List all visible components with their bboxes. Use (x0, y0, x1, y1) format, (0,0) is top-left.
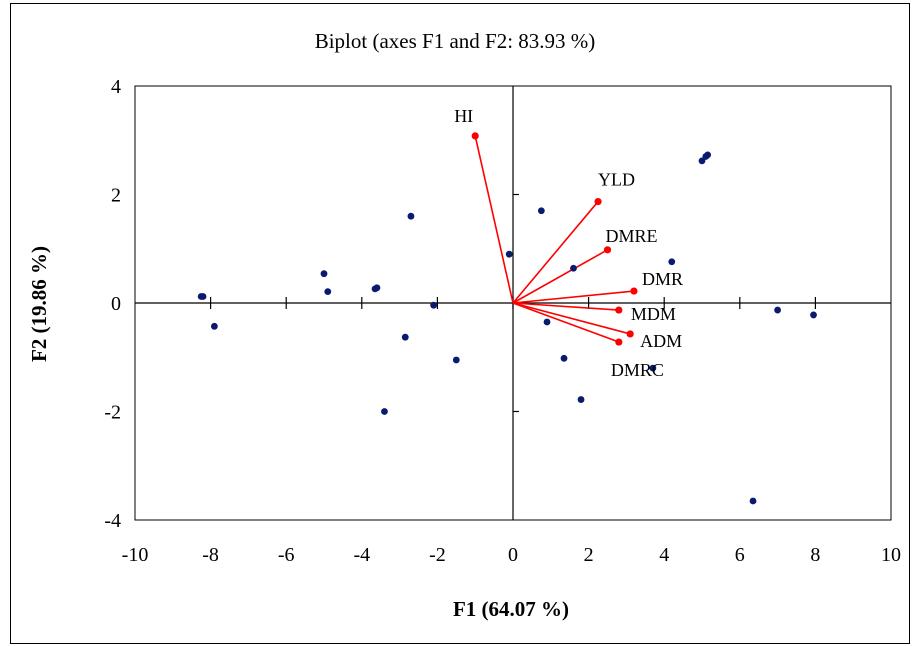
observation-point (371, 285, 379, 293)
biplot-chart: Biplot (axes F1 and F2: 83.93 %) -10 -8 -6… (27, 29, 901, 621)
variable-point (615, 338, 623, 346)
variable-label: DMR (642, 269, 683, 289)
observation-point (505, 250, 513, 258)
variable-vector (474, 135, 514, 304)
x-tick-label: 10 (881, 544, 901, 566)
variable-point (626, 330, 634, 338)
observation-point (774, 306, 781, 314)
observation-point (537, 207, 545, 215)
variable-label: MDM (631, 304, 676, 324)
observation-points (197, 151, 817, 505)
y-tick-label: 4 (111, 76, 121, 98)
variable-point (594, 197, 602, 206)
observation-point (570, 264, 577, 272)
x-tick-label: 2 (584, 544, 594, 566)
observation-point (668, 258, 676, 266)
x-tick-label: 0 (508, 544, 518, 566)
y-tick-label: 2 (111, 185, 121, 207)
x-tick-label: -8 (202, 544, 219, 566)
tick-labels: -10 -8 -6 -4 -2 0 2 4 6 8 10 -4 -2 0 2 4 (104, 76, 901, 566)
observation-point (407, 212, 415, 220)
observation-point (320, 270, 328, 278)
x-tick-label: -2 (429, 544, 446, 566)
x-tick-label: -4 (353, 544, 370, 566)
chart-frame: Biplot (axes F1 and F2: 83.93 %) -10 -8 -6… (10, 3, 910, 644)
variable-vector (512, 290, 635, 304)
y-tick-label: -2 (104, 402, 121, 424)
variable-vector (512, 201, 599, 304)
variable-label: YLD (598, 170, 635, 190)
x-tick-label: 6 (735, 544, 745, 566)
variable-point (603, 246, 612, 254)
variable-label: DMRE (606, 226, 658, 246)
observation-point (543, 318, 551, 326)
variable-label: HI (454, 106, 473, 126)
y-axis-label: F2 (19.86 %) (27, 246, 51, 362)
y-tick-label: -4 (104, 510, 121, 532)
observation-point (210, 322, 218, 330)
variable-vector (512, 302, 619, 311)
observation-point (577, 396, 585, 403)
variable-vector (512, 249, 608, 304)
observation-point (430, 301, 438, 309)
variable-point (471, 132, 479, 140)
observation-point (810, 311, 817, 319)
observation-point (749, 497, 757, 505)
y-tick-label: 0 (111, 293, 121, 315)
observation-point (197, 293, 205, 300)
observation-point (452, 356, 460, 364)
x-tick-label: -10 (122, 544, 149, 566)
x-tick-label: 8 (810, 544, 820, 566)
variable-point (615, 306, 623, 314)
x-axis-label: F1 (64.07 %) (453, 597, 569, 621)
variable-vector (512, 302, 620, 343)
chart-title: Biplot (axes F1 and F2: 83.93 %) (315, 29, 596, 53)
variable-label: ADM (640, 331, 682, 351)
observation-point (401, 333, 409, 341)
variable-vectors (471, 132, 638, 346)
variable-labels: HI YLD DMRE DMR MDM ADM DMRC (454, 106, 683, 380)
observation-point (649, 364, 657, 372)
variable-label: DMRC (611, 360, 664, 380)
variable-point (630, 287, 638, 295)
x-tick-label: 4 (659, 544, 669, 566)
observation-point (560, 354, 568, 362)
observation-point (702, 153, 710, 160)
observation-point (381, 408, 388, 415)
observation-point (324, 288, 332, 296)
x-tick-label: -6 (278, 544, 295, 566)
variable-vector (512, 302, 631, 335)
